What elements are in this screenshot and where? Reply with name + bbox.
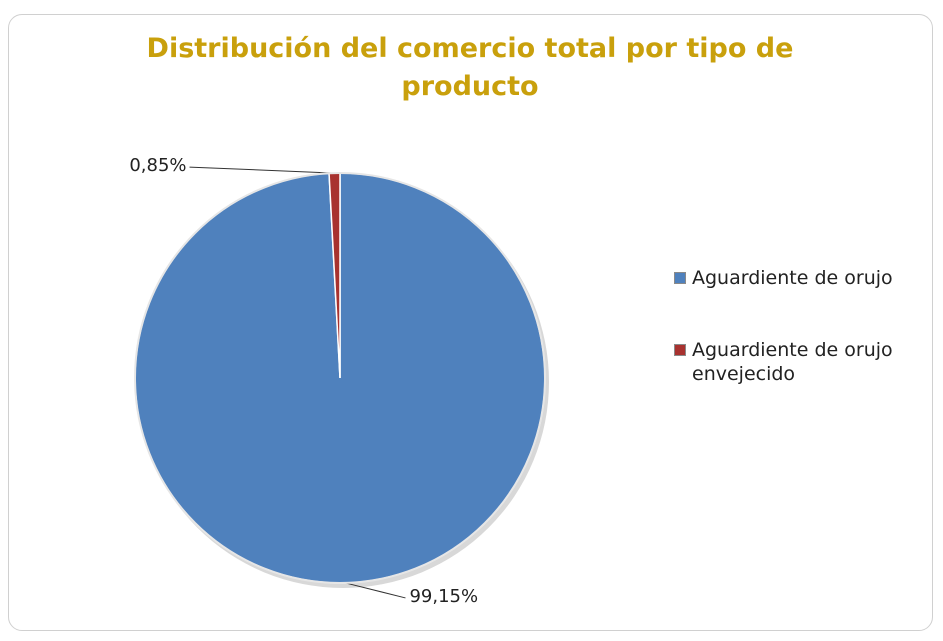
- legend-swatch: [674, 344, 686, 356]
- leader-line: [189, 166, 335, 174]
- leader-line: [345, 582, 406, 599]
- chart-title: Distribución del comercio total por tipo…: [146, 33, 794, 102]
- pie-rim: [134, 172, 546, 584]
- data-label: 0,85%: [129, 155, 186, 176]
- legend-item: Aguardiente de orujo envejecido: [672, 338, 922, 386]
- legend-label: Aguardiente de orujo envejecido: [692, 339, 893, 385]
- data-label: 99,15%: [409, 586, 478, 607]
- legend-item: Aguardiente de orujo: [672, 266, 922, 290]
- legend-swatch: [674, 272, 686, 284]
- legend-label: Aguardiente de orujo: [692, 267, 893, 289]
